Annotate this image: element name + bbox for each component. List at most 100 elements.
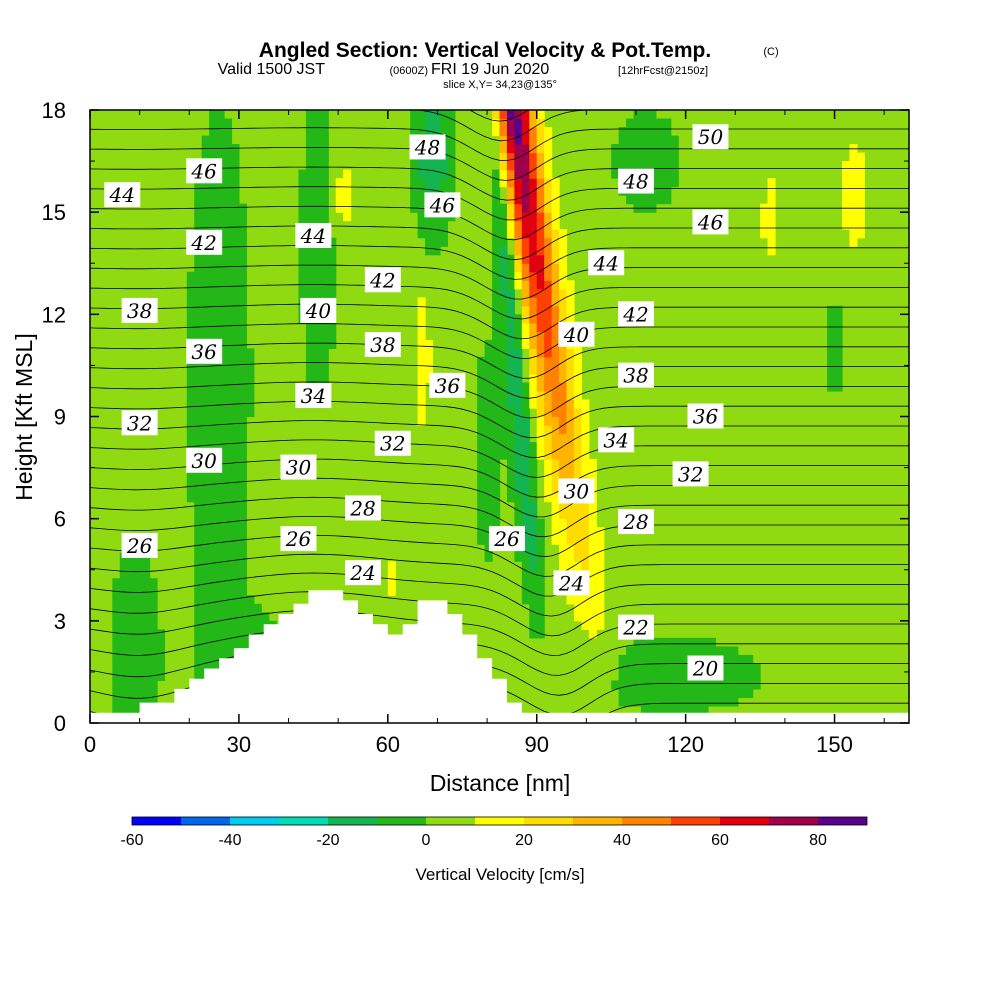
contour-label-box [280, 454, 317, 480]
contour-label-box [618, 614, 654, 640]
velocity-cell [730, 697, 739, 707]
velocity-cell [529, 356, 538, 367]
velocity-cell [417, 220, 426, 230]
potential-temperature-contours [90, 110, 909, 723]
colorbar: -60 -40 -20 0 20 40 60 80 [120, 816, 868, 849]
velocity-cell [417, 161, 426, 171]
velocity-cell [142, 561, 151, 571]
velocity-cell [134, 663, 143, 673]
velocity-cell [112, 629, 121, 639]
velocity-cell [417, 373, 426, 384]
velocity-cell [194, 663, 203, 673]
velocity-cell [238, 425, 247, 435]
velocity-cell [529, 586, 538, 596]
velocity-cell [514, 322, 523, 332]
velocity-cell [492, 467, 501, 477]
velocity-cell [142, 663, 151, 673]
velocity-cell [216, 322, 225, 332]
velocity-cell [596, 569, 605, 579]
velocity-cell [410, 161, 419, 171]
velocity-cell [573, 433, 582, 443]
velocity-cell [231, 382, 240, 392]
colorbar-swatch [475, 817, 524, 825]
velocity-cell [209, 484, 218, 494]
velocity-cell [551, 305, 560, 315]
velocity-cell [551, 416, 560, 426]
velocity-cell [529, 280, 538, 290]
velocity-cell [588, 459, 597, 469]
velocity-cell [663, 680, 672, 690]
velocity-cell [767, 178, 776, 188]
velocity-cell [499, 373, 508, 384]
velocity-cell [521, 280, 530, 290]
velocity-cell [298, 169, 307, 179]
velocity-cell [722, 646, 731, 656]
velocity-cell [506, 144, 515, 154]
velocity-cell [834, 373, 843, 384]
velocity-cell [529, 459, 538, 469]
velocity-cell [536, 254, 545, 264]
velocity-cell [499, 356, 508, 367]
velocity-cell [335, 203, 344, 213]
velocity-cell [529, 229, 538, 239]
velocity-cell [566, 544, 575, 554]
contour-label-box [429, 372, 466, 398]
velocity-cell [231, 195, 240, 205]
velocity-cell [127, 646, 136, 656]
contour-label: 22 [618, 614, 654, 640]
velocity-cell [246, 399, 255, 409]
theta-contour [90, 628, 909, 676]
velocity-cell [201, 263, 210, 273]
velocity-cell [216, 186, 225, 196]
velocity-cell [201, 416, 210, 426]
velocity-cell [499, 237, 508, 247]
velocity-cell [209, 135, 218, 145]
velocity-cell [521, 569, 530, 579]
velocity-cell [752, 671, 761, 682]
velocity-cell [648, 135, 657, 145]
velocity-cell [640, 195, 650, 205]
velocity-cell [417, 416, 426, 426]
velocity-cell [425, 229, 434, 239]
velocity-cell [209, 305, 218, 315]
velocity-cell [566, 390, 575, 401]
velocity-cell [201, 654, 210, 664]
velocity-cell [142, 578, 151, 588]
velocity-cell [231, 339, 240, 349]
velocity-cell [544, 416, 553, 426]
velocity-cell [216, 203, 225, 213]
velocity-cell [559, 467, 568, 477]
velocity-cell [707, 646, 717, 656]
velocity-cell [246, 348, 255, 358]
velocity-cell [499, 399, 508, 409]
velocity-cell [626, 688, 635, 699]
velocity-cell [559, 382, 568, 392]
velocity-cell [477, 365, 486, 375]
contour-label-text: 44 [300, 224, 326, 248]
velocity-cell [231, 552, 240, 562]
velocity-cell [536, 416, 545, 426]
velocity-cell [536, 339, 545, 349]
velocity-cell [298, 186, 307, 196]
contour-label: 24 [553, 570, 590, 596]
velocity-cell [573, 348, 582, 358]
velocity-cell [439, 237, 448, 247]
contour-label-text: 26 [126, 534, 153, 558]
velocity-cell [492, 501, 501, 511]
velocity-cell [529, 629, 538, 639]
velocity-cell [231, 186, 240, 196]
velocity-cell [536, 135, 545, 145]
theta-contour [90, 572, 909, 617]
velocity-cell [536, 552, 545, 562]
velocity-cell [186, 314, 195, 324]
velocity-cell [536, 288, 545, 298]
velocity-cell [514, 356, 523, 367]
velocity-cell [238, 382, 247, 392]
theta-contour [90, 342, 909, 379]
velocity-cell [648, 195, 657, 205]
velocity-cell [581, 425, 590, 435]
velocity-cell [216, 535, 225, 545]
velocity-cell [640, 152, 650, 162]
velocity-cell [655, 186, 664, 196]
velocity-cell [633, 118, 642, 128]
